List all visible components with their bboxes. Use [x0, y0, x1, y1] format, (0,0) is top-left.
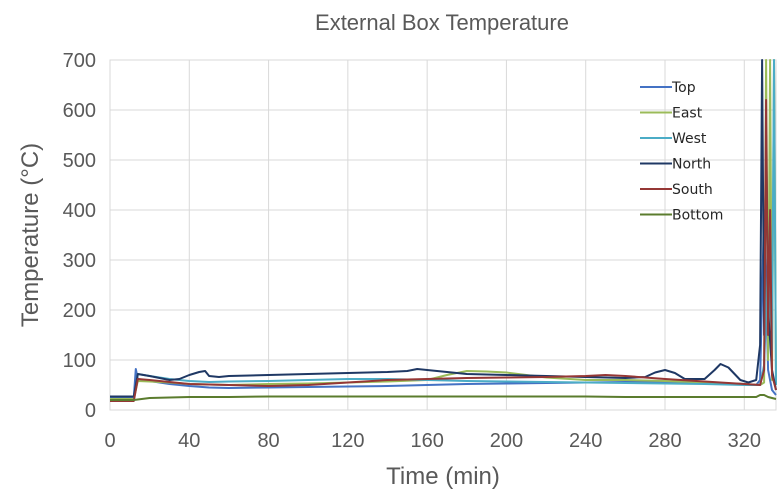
series-line-north: [110, 59, 777, 398]
y-axis-title: Temperature (°C): [17, 143, 44, 327]
series-line-south: [110, 99, 777, 402]
series-lines: [110, 59, 777, 402]
x-axis-title: Time (min): [386, 463, 500, 490]
y-tick-label: 600: [63, 100, 96, 122]
y-tick-label: 500: [63, 150, 96, 172]
y-tick-label: 400: [63, 200, 96, 222]
series-line-bottom: [110, 394, 777, 401]
legend: Top East West North South Bottom: [640, 80, 723, 224]
legend-label-top: Top: [671, 80, 696, 96]
x-tick-labels: 0 40 80 120 160 200 240 280 320: [104, 430, 761, 452]
x-tick-label: 80: [257, 430, 279, 452]
y-tick-label: 100: [63, 350, 96, 372]
x-tick-label: 240: [569, 430, 602, 452]
x-tick-label: 120: [331, 430, 364, 452]
chart-title: External Box Temperature: [315, 10, 569, 35]
y-tick-label: 0: [85, 400, 96, 422]
legend-label-north: North: [672, 157, 711, 173]
y-tick-labels: 0 100 200 300 400 500 600 700: [63, 50, 96, 422]
x-tick-label: 200: [490, 430, 523, 452]
x-tick-label: 0: [104, 430, 115, 452]
y-tick-label: 300: [63, 250, 96, 272]
x-tick-label: 280: [648, 430, 681, 452]
legend-label-bottom: Bottom: [672, 208, 723, 224]
x-tick-label: 320: [728, 430, 761, 452]
x-tick-label: 160: [410, 430, 443, 452]
legend-label-south: South: [672, 182, 713, 198]
legend-label-east: East: [672, 106, 703, 122]
x-tick-label: 40: [178, 430, 200, 452]
y-tick-label: 700: [63, 50, 96, 72]
grid: [109, 59, 776, 411]
y-tick-label: 200: [63, 300, 96, 322]
legend-label-west: West: [672, 131, 707, 147]
